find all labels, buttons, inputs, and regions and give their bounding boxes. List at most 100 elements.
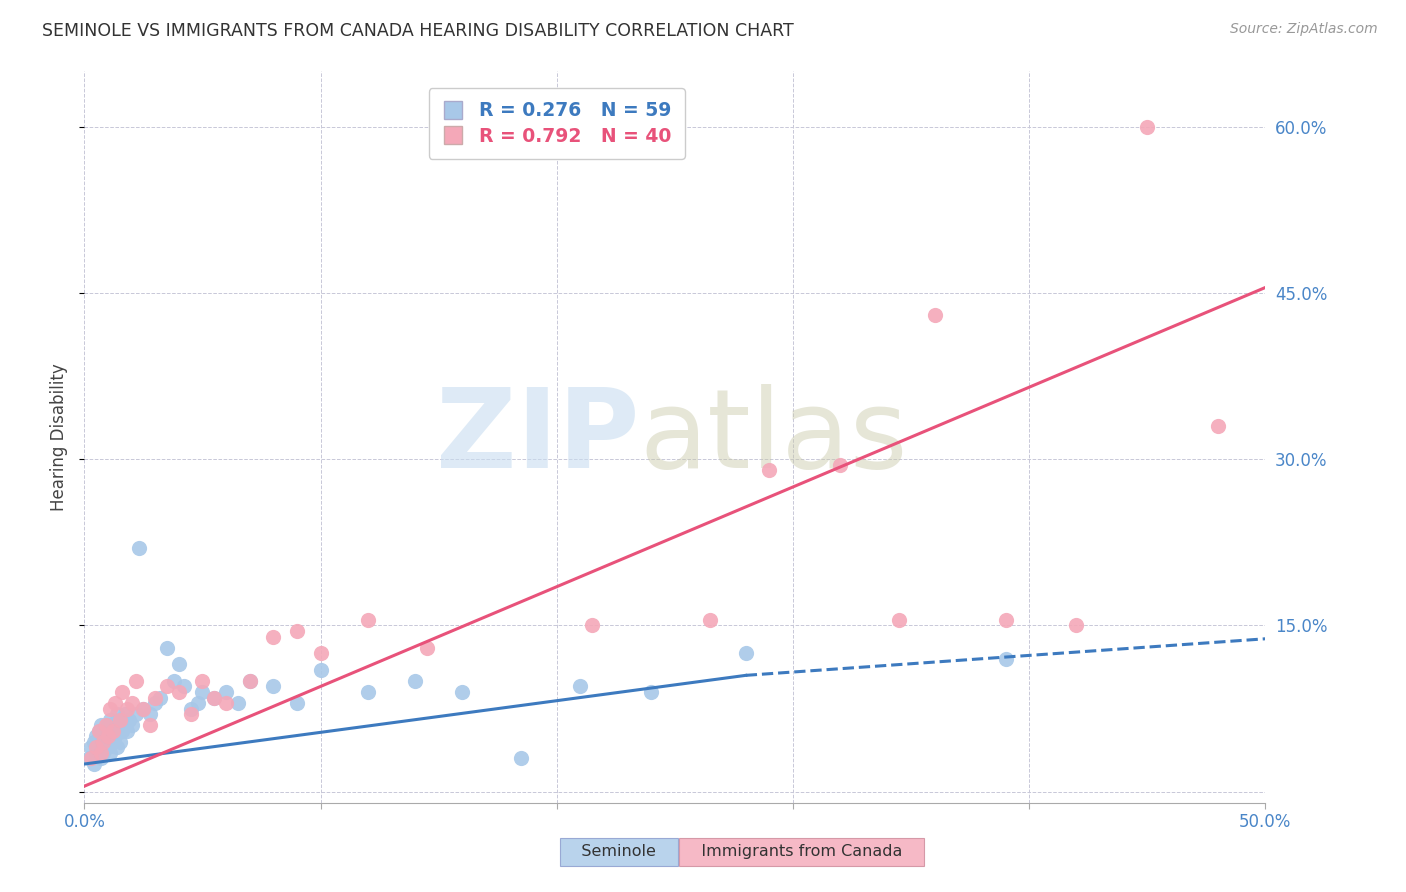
Point xyxy=(132,701,155,715)
Point xyxy=(226,696,249,710)
Point xyxy=(734,646,756,660)
Point xyxy=(90,751,112,765)
Point xyxy=(1206,419,1229,434)
Point xyxy=(87,723,110,738)
Point xyxy=(1136,120,1159,134)
Point xyxy=(125,707,148,722)
Point xyxy=(128,541,150,555)
Point xyxy=(108,735,131,749)
Point xyxy=(91,729,114,743)
Point xyxy=(84,729,107,743)
Point xyxy=(215,696,238,710)
Point xyxy=(191,673,214,688)
Point xyxy=(889,613,911,627)
Point xyxy=(125,673,148,688)
Point xyxy=(309,646,332,660)
Point xyxy=(191,685,214,699)
Point xyxy=(758,463,780,477)
Y-axis label: Hearing Disability: Hearing Disability xyxy=(51,363,69,511)
Point xyxy=(187,696,209,710)
Point xyxy=(994,613,1017,627)
Point xyxy=(640,685,662,699)
Point xyxy=(108,713,131,727)
Point xyxy=(84,746,107,760)
Point xyxy=(77,751,100,765)
Point xyxy=(239,673,262,688)
Point xyxy=(180,707,202,722)
Point xyxy=(994,651,1017,665)
Point xyxy=(357,685,380,699)
Point xyxy=(163,673,186,688)
Point xyxy=(94,735,117,749)
Point xyxy=(114,707,136,722)
Point xyxy=(167,657,190,672)
Text: Source: ZipAtlas.com: Source: ZipAtlas.com xyxy=(1230,22,1378,37)
Point xyxy=(924,308,946,322)
Point xyxy=(149,690,172,705)
Point xyxy=(167,685,190,699)
Point xyxy=(285,696,308,710)
Point xyxy=(97,729,120,743)
Point xyxy=(101,723,124,738)
Point xyxy=(132,701,155,715)
Point xyxy=(569,680,592,694)
Point xyxy=(94,723,117,738)
Point xyxy=(84,740,107,755)
Point xyxy=(121,696,143,710)
Point xyxy=(83,735,105,749)
Point xyxy=(90,746,112,760)
Point xyxy=(1066,618,1088,632)
Point xyxy=(91,746,114,760)
Point xyxy=(121,718,143,732)
Point xyxy=(104,718,127,732)
Point xyxy=(107,707,129,722)
Point xyxy=(111,723,134,738)
Point xyxy=(156,640,179,655)
Point xyxy=(239,673,262,688)
Point xyxy=(139,718,162,732)
Point xyxy=(156,680,179,694)
Point xyxy=(87,723,110,738)
Point xyxy=(80,751,103,765)
Point xyxy=(101,735,124,749)
Point xyxy=(94,718,117,732)
Point xyxy=(143,696,166,710)
Point xyxy=(180,701,202,715)
Point xyxy=(101,723,124,738)
Point xyxy=(111,685,134,699)
Point xyxy=(202,690,225,705)
Point xyxy=(830,458,852,472)
Point xyxy=(309,663,332,677)
Point xyxy=(108,713,131,727)
Point xyxy=(173,680,195,694)
Point xyxy=(104,696,127,710)
Point xyxy=(404,673,426,688)
Point xyxy=(143,690,166,705)
Point xyxy=(451,685,474,699)
Point xyxy=(91,735,114,749)
Text: Seminole: Seminole xyxy=(567,845,671,859)
Text: Immigrants from Canada: Immigrants from Canada xyxy=(686,845,917,859)
Point xyxy=(97,718,120,732)
Point xyxy=(699,613,721,627)
Point xyxy=(285,624,308,638)
Point xyxy=(87,740,110,755)
Point xyxy=(98,746,121,760)
Point xyxy=(357,613,380,627)
Point xyxy=(97,740,120,755)
Point xyxy=(416,640,439,655)
Point xyxy=(98,713,121,727)
Point xyxy=(83,757,105,772)
Point xyxy=(104,729,127,743)
Point xyxy=(202,690,225,705)
Point xyxy=(215,685,238,699)
Point xyxy=(107,740,129,755)
Point xyxy=(139,707,162,722)
Point xyxy=(80,740,103,755)
Point xyxy=(98,701,121,715)
Point xyxy=(262,630,284,644)
Text: ZIP: ZIP xyxy=(436,384,640,491)
Point xyxy=(118,713,141,727)
Text: SEMINOLE VS IMMIGRANTS FROM CANADA HEARING DISABILITY CORRELATION CHART: SEMINOLE VS IMMIGRANTS FROM CANADA HEARI… xyxy=(42,22,794,40)
Legend: R = 0.276   N = 59, R = 0.792   N = 40: R = 0.276 N = 59, R = 0.792 N = 40 xyxy=(429,88,685,159)
